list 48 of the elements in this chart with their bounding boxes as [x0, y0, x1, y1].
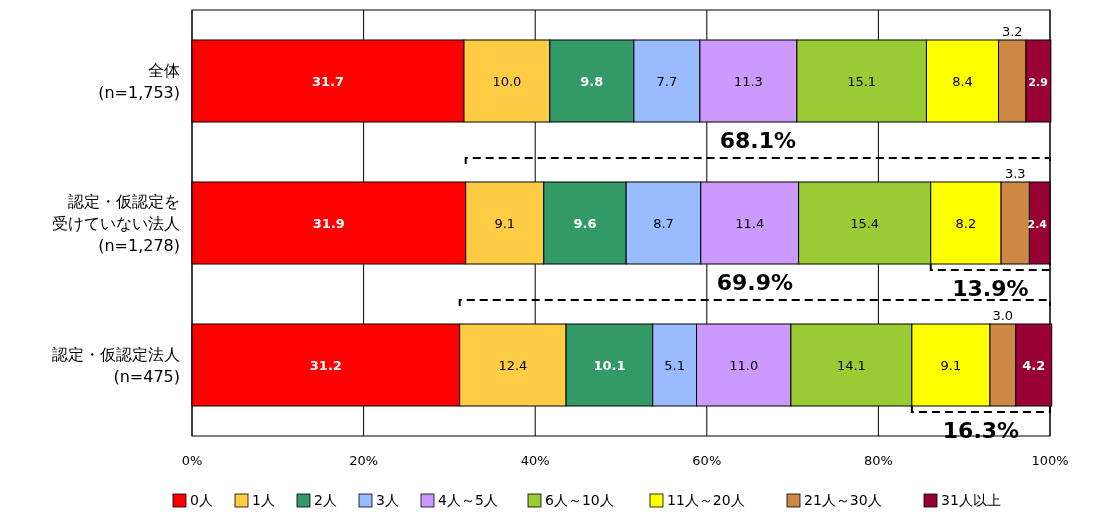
- x-tick-label: 20%: [349, 453, 379, 468]
- legend-label: 2人: [314, 492, 337, 508]
- data-label: 15.1: [847, 74, 877, 89]
- data-label: 3.0: [992, 308, 1014, 323]
- data-label: 8.2: [955, 216, 977, 231]
- annotation: 13.9%: [952, 276, 1029, 301]
- data-label: 15.4: [850, 216, 880, 231]
- data-label: 8.4: [952, 74, 973, 89]
- annotation: 16.3%: [942, 418, 1020, 443]
- x-tick-label: 40%: [520, 453, 550, 468]
- data-label: 7.7: [656, 74, 678, 89]
- x-tick-label: 60%: [692, 453, 722, 468]
- y-tick-label: 全体(n=1,753): [98, 61, 180, 102]
- data-label: 11.0: [729, 358, 759, 373]
- data-label: 9.1: [940, 358, 962, 373]
- data-label: 11.3: [733, 74, 763, 89]
- data-label: 8.7: [653, 216, 674, 231]
- data-label: 3.2: [1001, 24, 1023, 39]
- data-label: 2.9: [1028, 76, 1048, 89]
- data-label: 3.3: [1004, 166, 1026, 181]
- legend-label: 1人: [252, 492, 275, 508]
- data-label: 31.2: [309, 358, 342, 373]
- legend-label: 31人以上: [941, 492, 1001, 508]
- x-tick-label: 0%: [181, 453, 203, 468]
- data-label: 4.2: [1022, 358, 1046, 373]
- legend-label: 6人～10人: [545, 492, 614, 508]
- data-label: 14.1: [836, 358, 866, 373]
- data-label: 5.1: [664, 358, 685, 373]
- data-label: 11.4: [735, 216, 765, 231]
- y-tick-label: 認定・仮認定法人(n=475): [52, 345, 180, 386]
- data-label: 9.8: [580, 74, 604, 89]
- legend-label: 11人～20人: [667, 492, 745, 508]
- legend-label: 3人: [376, 492, 399, 508]
- legend-label: 21人～30人: [804, 492, 882, 508]
- x-tick-label: 100%: [1031, 453, 1069, 468]
- data-label: 10.0: [492, 74, 522, 89]
- data-label: 31.9: [312, 216, 345, 231]
- data-label: 10.1: [593, 358, 626, 373]
- legend-label: 0人: [190, 492, 213, 508]
- data-label: 9.6: [573, 216, 597, 231]
- y-tick-label: 認定・仮認定を受けていない法人(n=1,278): [52, 192, 180, 255]
- x-tick-label: 80%: [863, 453, 893, 468]
- legend-label: 4人～5人: [438, 492, 498, 508]
- data-label: 12.4: [498, 358, 528, 373]
- annotation: 69.9%: [716, 270, 794, 295]
- data-label: 31.7: [311, 74, 345, 89]
- data-label: 9.1: [494, 216, 516, 231]
- annotation: 68.1%: [719, 128, 797, 153]
